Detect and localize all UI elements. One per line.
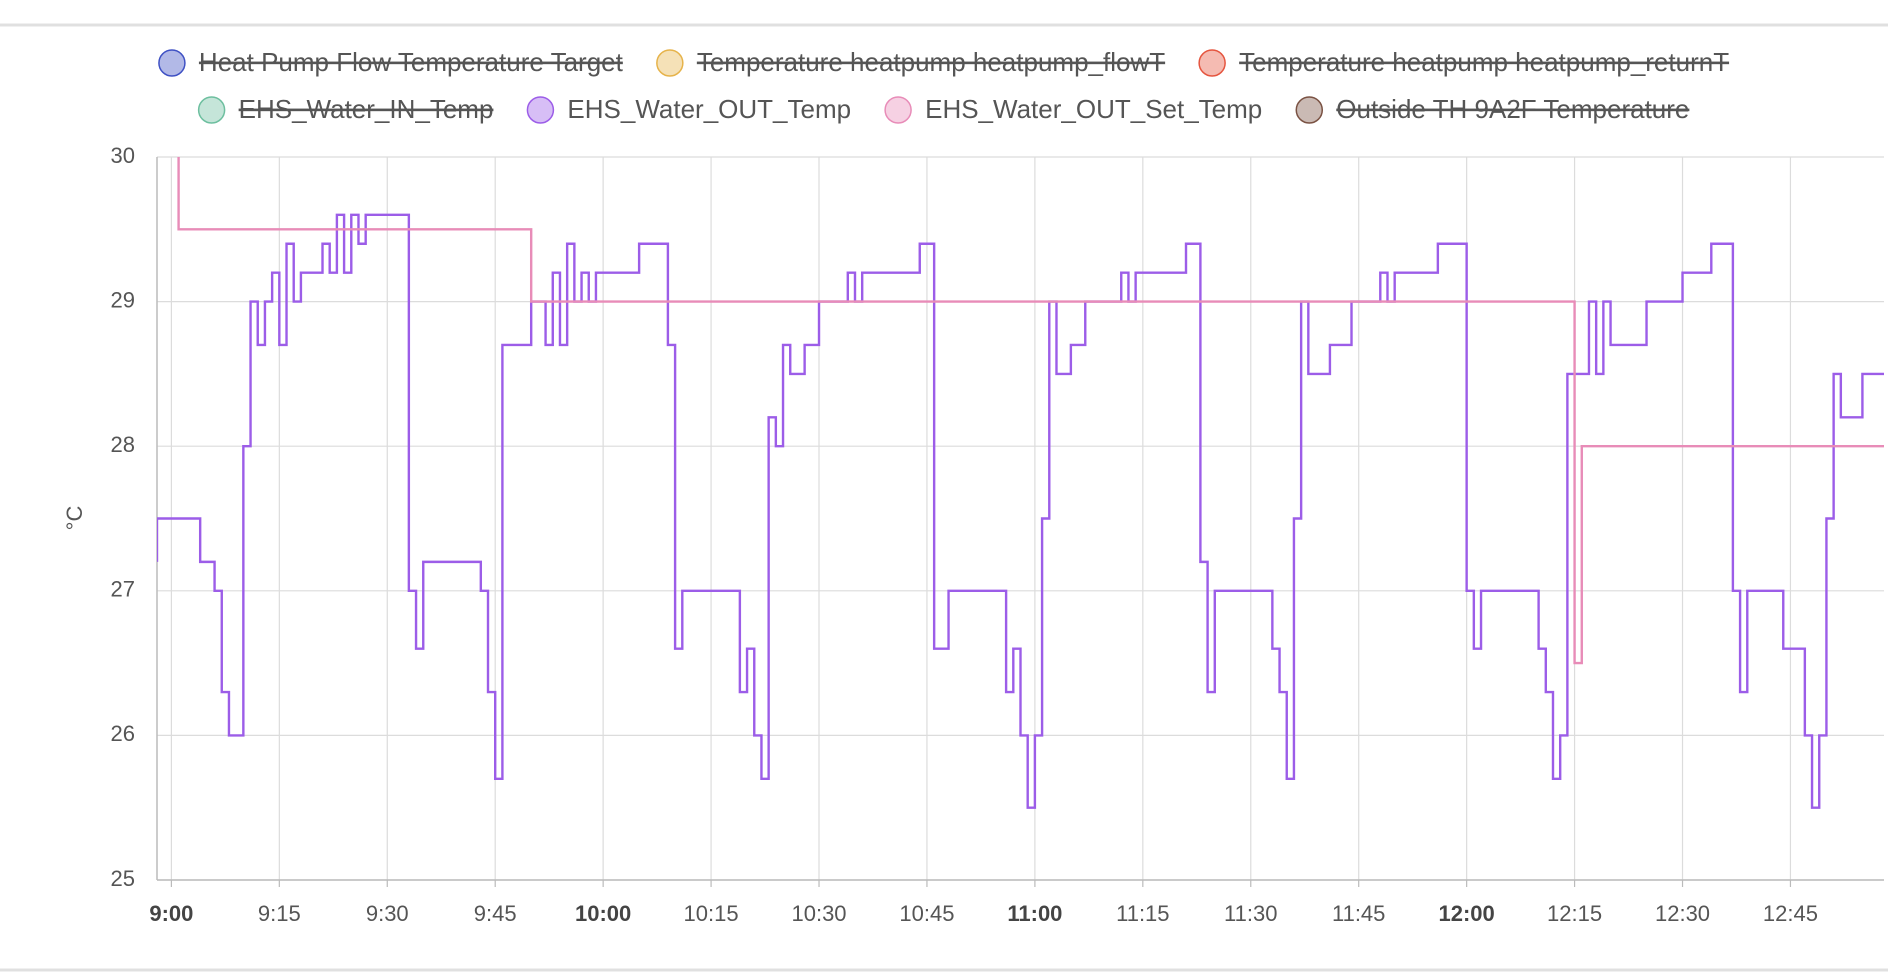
legend-label: Heat Pump Flow Temperature Target xyxy=(199,47,624,77)
x-tick-label: 10:30 xyxy=(791,901,846,926)
series-line xyxy=(157,213,1884,809)
legend-item[interactable]: Outside TH 9A2F Temperature xyxy=(1295,94,1689,124)
legend-swatch xyxy=(526,96,555,124)
x-tick-label: 12:15 xyxy=(1547,901,1602,926)
series-line xyxy=(177,157,1884,665)
x-tick-label: 12:30 xyxy=(1655,901,1710,926)
legend-item[interactable]: Heat Pump Flow Temperature Target xyxy=(158,47,624,77)
y-tick-label: 29 xyxy=(111,287,135,312)
legend-swatch xyxy=(197,96,226,124)
x-tick-label: 9:00 xyxy=(149,901,193,926)
legend-label: Outside TH 9A2F Temperature xyxy=(1336,94,1689,124)
legend-swatch xyxy=(1295,96,1324,124)
legend-label: EHS_Water_IN_Temp xyxy=(239,94,494,124)
x-tick-label: 9:45 xyxy=(474,901,517,926)
x-tick-label: 11:30 xyxy=(1224,901,1277,926)
legend-swatch xyxy=(1198,49,1226,77)
legend-item[interactable]: Temperature heatpump heatpump_flowT xyxy=(656,47,1165,77)
legend-item[interactable]: EHS_Water_OUT_Set_Temp xyxy=(884,94,1262,124)
legend-label: Temperature heatpump heatpump_returnT xyxy=(1239,47,1729,77)
y-tick-label: 30 xyxy=(111,143,135,168)
x-tick-label: 10:15 xyxy=(684,901,739,926)
x-tick-label: 12:45 xyxy=(1763,901,1818,926)
legend-label: EHS_Water_OUT_Set_Temp xyxy=(925,94,1262,124)
legend-swatch xyxy=(656,49,684,77)
y-tick-label: 27 xyxy=(111,577,135,602)
legend-item[interactable]: Temperature heatpump heatpump_returnT xyxy=(1198,47,1729,77)
legend-item[interactable]: EHS_Water_OUT_Temp xyxy=(526,94,851,124)
legend-swatch xyxy=(158,49,186,77)
legend-swatch xyxy=(884,96,912,124)
x-tick-label: 10:00 xyxy=(575,901,631,926)
y-tick-label: 28 xyxy=(111,432,135,457)
x-tick-label: 10:45 xyxy=(899,901,954,926)
x-tick-label: 12:00 xyxy=(1439,901,1495,926)
legend-label: EHS_Water_OUT_Temp xyxy=(567,94,851,124)
y-tick-label: 25 xyxy=(111,866,135,891)
y-tick-label: 26 xyxy=(111,721,135,746)
y-axis-label: °C xyxy=(62,506,87,531)
x-tick-label: 9:15 xyxy=(258,901,301,926)
legend-label: Temperature heatpump heatpump_flowT xyxy=(697,47,1165,77)
legend-item[interactable]: EHS_Water_IN_Temp xyxy=(197,94,494,124)
x-tick-label: 11:15 xyxy=(1116,901,1169,926)
x-tick-label: 11:45 xyxy=(1332,901,1385,926)
x-tick-label: 9:30 xyxy=(366,901,409,926)
x-tick-label: 11:00 xyxy=(1007,901,1062,926)
